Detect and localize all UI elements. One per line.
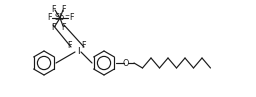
Text: F: F	[47, 13, 51, 23]
Text: F: F	[62, 4, 66, 13]
Text: F: F	[62, 23, 66, 32]
Text: F: F	[69, 13, 73, 23]
Text: F: F	[68, 41, 72, 49]
Text: Sb: Sb	[55, 13, 65, 23]
Text: F: F	[51, 4, 55, 13]
Text: F: F	[81, 41, 85, 49]
Text: O: O	[123, 58, 129, 68]
Text: F: F	[51, 23, 55, 32]
Text: I: I	[77, 48, 79, 56]
Text: −: −	[65, 13, 69, 17]
